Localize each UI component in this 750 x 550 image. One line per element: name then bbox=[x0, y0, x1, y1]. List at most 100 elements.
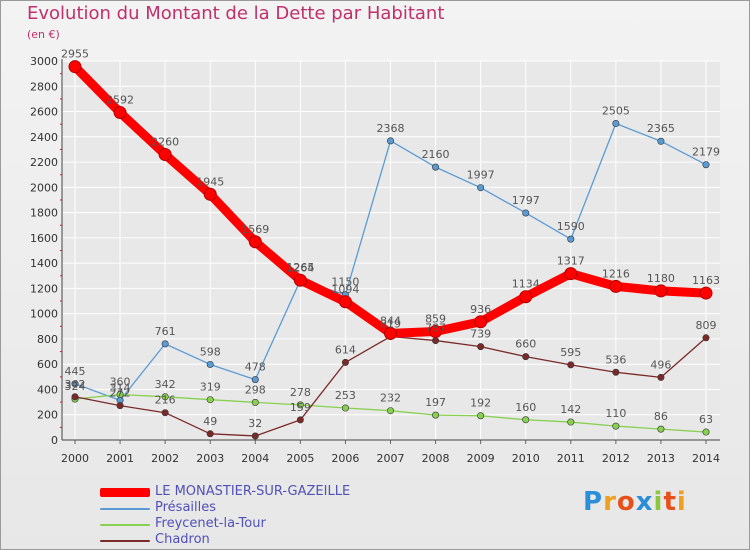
data-point bbox=[657, 137, 665, 145]
data-point bbox=[206, 396, 214, 404]
grid-lines bbox=[62, 60, 720, 441]
legend-label: LE MONASTIER-SUR-GAZEILLE bbox=[155, 484, 351, 499]
data-point bbox=[71, 380, 79, 388]
data-label: 232 bbox=[380, 392, 401, 405]
data-label: 142 bbox=[560, 403, 581, 416]
logo-letter: P bbox=[583, 487, 604, 517]
data-label: 253 bbox=[335, 389, 356, 402]
data-point bbox=[341, 404, 349, 412]
data-point bbox=[522, 353, 530, 361]
x-tick-label: 2009 bbox=[467, 452, 495, 465]
legend-item: Présailles bbox=[100, 500, 420, 516]
data-label: 496 bbox=[650, 358, 671, 371]
chart-title: Evolution du Montant de la Dette par Hab… bbox=[27, 3, 445, 24]
data-label: 324 bbox=[65, 380, 86, 393]
data-point bbox=[612, 368, 620, 376]
data-point bbox=[248, 235, 262, 249]
proxiti-logo: Proxiti bbox=[583, 487, 687, 517]
data-label: 159 bbox=[290, 401, 311, 414]
data-label: 2365 bbox=[647, 122, 675, 135]
data-point bbox=[522, 209, 530, 217]
data-label: 761 bbox=[155, 325, 176, 338]
x-tick-label: 2011 bbox=[557, 452, 585, 465]
data-label: 298 bbox=[245, 383, 266, 396]
data-label: 1216 bbox=[602, 267, 630, 280]
y-axis-unit-label: (en €) bbox=[27, 28, 60, 41]
x-tick-label: 2012 bbox=[602, 452, 630, 465]
data-label: 478 bbox=[245, 361, 266, 374]
legend-item: Chadron bbox=[100, 532, 420, 548]
data-point bbox=[477, 412, 485, 420]
data-label: 1134 bbox=[512, 278, 540, 291]
data-label: 2368 bbox=[377, 122, 405, 135]
y-tick-label: 0 bbox=[51, 434, 58, 447]
data-point bbox=[203, 187, 217, 201]
data-label: 1150 bbox=[331, 276, 359, 289]
data-label: 1590 bbox=[557, 220, 585, 233]
y-tick-label: 600 bbox=[37, 358, 58, 371]
legend-label: Freycenet-la-Tour bbox=[155, 516, 266, 531]
data-label: 1264 bbox=[286, 261, 314, 274]
data-point bbox=[161, 409, 169, 417]
data-point bbox=[341, 358, 349, 366]
data-point bbox=[71, 393, 79, 401]
y-tick-label: 1000 bbox=[30, 308, 58, 321]
data-point bbox=[477, 184, 485, 192]
data-point bbox=[474, 315, 488, 329]
data-label: 110 bbox=[605, 407, 626, 420]
data-point bbox=[432, 163, 440, 171]
legend-swatch bbox=[100, 508, 150, 510]
data-point bbox=[113, 106, 127, 120]
data-label: 1317 bbox=[557, 255, 585, 268]
data-point bbox=[702, 334, 710, 342]
data-label: 342 bbox=[155, 378, 176, 391]
data-point bbox=[654, 284, 668, 298]
data-point bbox=[567, 418, 575, 426]
data-point bbox=[657, 373, 665, 381]
logo-letter: t bbox=[663, 487, 677, 517]
data-label: 859 bbox=[425, 312, 446, 325]
data-label: 2505 bbox=[602, 105, 630, 118]
data-label: 1997 bbox=[467, 169, 495, 182]
data-point bbox=[519, 290, 533, 304]
logo-letter: x bbox=[635, 487, 654, 517]
data-point bbox=[567, 361, 575, 369]
y-tick-label: 1800 bbox=[30, 207, 58, 220]
y-tick-label: 200 bbox=[37, 409, 58, 422]
data-point bbox=[296, 416, 304, 424]
data-label: 272 bbox=[110, 387, 131, 400]
data-label: 536 bbox=[605, 353, 626, 366]
logo-letter: i bbox=[653, 487, 664, 517]
data-point bbox=[699, 286, 713, 300]
data-point bbox=[432, 337, 440, 345]
data-label: 342 bbox=[65, 378, 86, 391]
data-point bbox=[609, 279, 623, 293]
data-point bbox=[251, 376, 259, 384]
x-tick-label: 2005 bbox=[286, 452, 314, 465]
data-point bbox=[161, 393, 169, 401]
data-point bbox=[293, 273, 307, 287]
data-label: 1265 bbox=[286, 261, 314, 274]
line-chart: 0 200 400 600 800 1000 1200 1400 1600 1800 2000 220… bbox=[30, 48, 720, 465]
logo-letter: i bbox=[676, 487, 687, 517]
data-label: 2260 bbox=[151, 135, 179, 148]
data-point bbox=[657, 425, 665, 433]
data-label: 844 bbox=[380, 314, 401, 327]
data-label: 2955 bbox=[61, 48, 89, 61]
axes bbox=[60, 59, 720, 444]
data-label: 49 bbox=[203, 415, 217, 428]
data-label: 360 bbox=[110, 376, 131, 389]
data-point bbox=[612, 422, 620, 430]
data-point bbox=[296, 401, 304, 409]
y-tick-labels: 0 200 400 600 800 1000 1200 1400 1600 1800 2000 220… bbox=[30, 55, 58, 447]
data-label: 1163 bbox=[692, 274, 720, 287]
x-tick-label: 2002 bbox=[151, 452, 179, 465]
data-label: 819 bbox=[380, 318, 401, 331]
y-tick-label: 2400 bbox=[30, 131, 58, 144]
legend-item: Freycenet-la-Tour bbox=[100, 516, 420, 532]
data-label: 1094 bbox=[331, 283, 359, 296]
x-tick-label: 2014 bbox=[692, 452, 720, 465]
data-point bbox=[384, 326, 397, 340]
data-label: 660 bbox=[515, 338, 536, 351]
logo-letter: o bbox=[616, 487, 636, 517]
